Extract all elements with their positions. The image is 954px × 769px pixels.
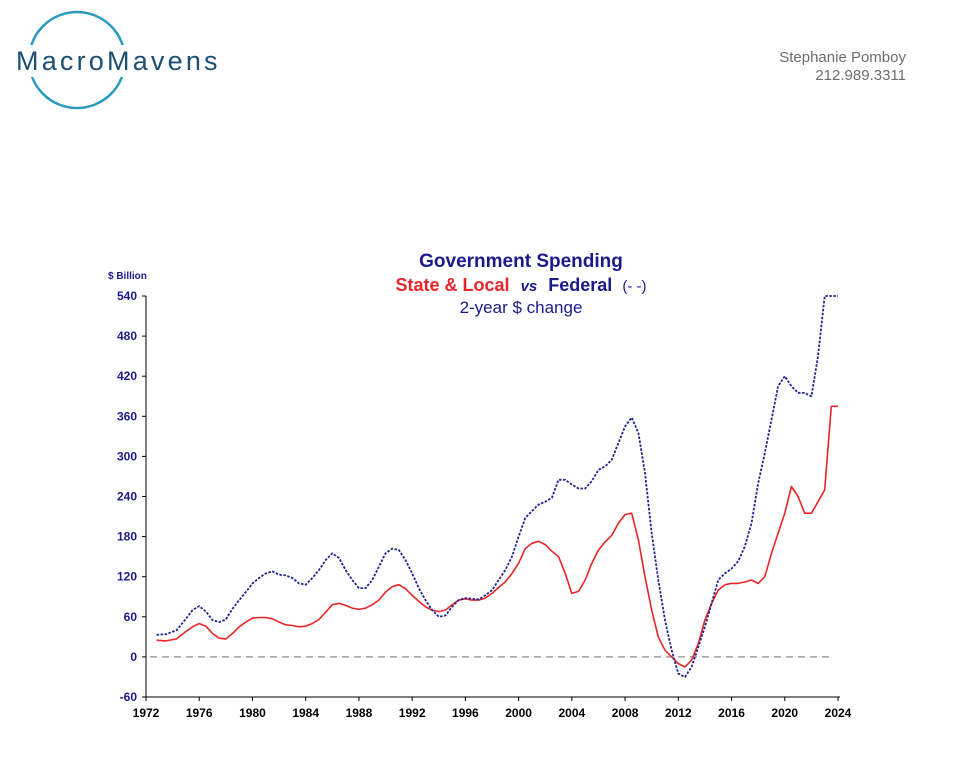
- x-tick-label: 1984: [292, 706, 319, 720]
- subtitle-state-local: State & Local: [396, 275, 510, 295]
- x-tick-label: 1980: [239, 706, 266, 720]
- contact-phone: 212.989.3311: [815, 67, 906, 84]
- y-tick-label: 0: [130, 650, 137, 664]
- x-tick-label: 2000: [505, 706, 532, 720]
- y-tick-label: 420: [117, 369, 137, 383]
- chart-title: Government Spending: [419, 251, 623, 272]
- x-tick-label: 2016: [718, 706, 745, 720]
- y-tick-label: 300: [117, 449, 137, 463]
- x-tick-label: 2004: [558, 706, 585, 720]
- federal-series-line: [156, 295, 838, 678]
- subtitle-federal-marker: (- -): [622, 278, 646, 295]
- x-tick-label: 2012: [665, 706, 692, 720]
- macromavens-logo: MacroMavens: [12, 10, 242, 110]
- x-tick-label: 1976: [186, 706, 213, 720]
- y-tick-label: 360: [117, 409, 137, 423]
- logo-wordmark: MacroMavens: [16, 46, 221, 76]
- state-local-series-line: [156, 405, 838, 668]
- x-tick-label: 2020: [771, 706, 798, 720]
- y-tick-label: 540: [117, 289, 137, 303]
- y-tick-label: 240: [117, 490, 137, 504]
- x-tick-label: 2008: [612, 706, 639, 720]
- x-tick-label: 1996: [452, 706, 479, 720]
- x-tick-label: 1992: [399, 706, 426, 720]
- contact-block: Stephanie Pomboy 212.989.3311: [779, 49, 906, 85]
- y-tick-label: 480: [117, 329, 137, 343]
- y-tick-label: 120: [117, 570, 137, 584]
- chart-subtitle-2: 2-year $ change: [460, 298, 583, 317]
- x-tick-label: 1972: [133, 706, 160, 720]
- y-tick-label: -60: [120, 690, 138, 704]
- subtitle-federal: Federal: [548, 275, 612, 295]
- chart-subtitle: State & Local vs Federal (- -): [396, 275, 647, 295]
- y-axis-unit-label: $ Billion: [108, 271, 147, 282]
- x-tick-label: 2024: [825, 706, 852, 720]
- y-tick-label: 60: [124, 610, 138, 624]
- contact-name: Stephanie Pomboy: [779, 49, 906, 66]
- x-tick-label: 1988: [346, 706, 373, 720]
- y-tick-label: 180: [117, 530, 137, 544]
- subtitle-vs: vs: [521, 278, 538, 295]
